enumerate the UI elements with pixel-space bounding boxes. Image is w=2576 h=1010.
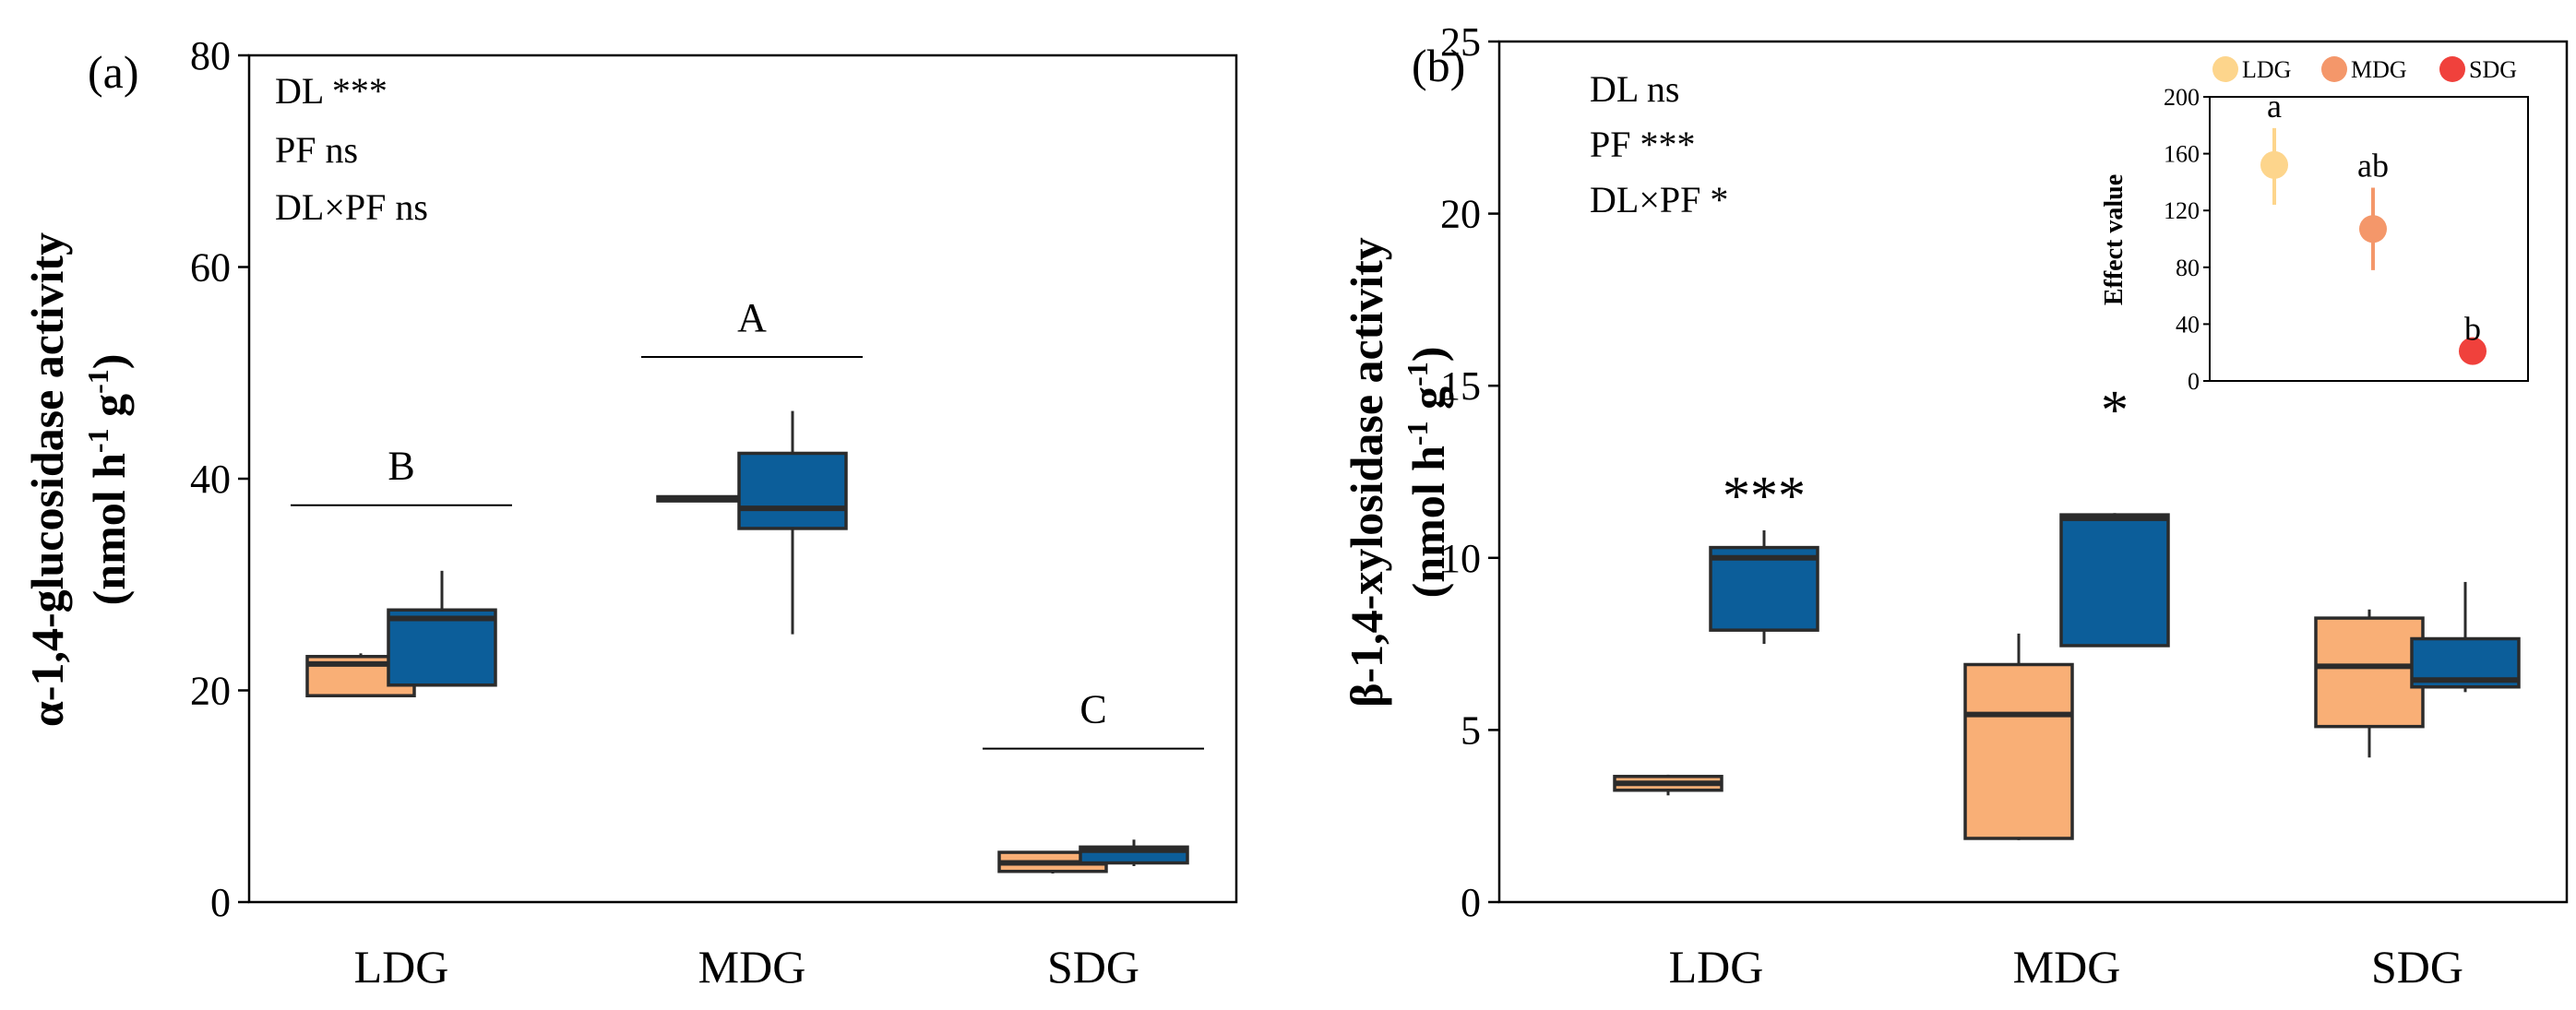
unit-superscript: -1: [81, 428, 114, 453]
legend-label: LDG: [2242, 56, 2291, 83]
box-plot: [737, 410, 848, 635]
panel-label: (b): [1412, 40, 1465, 91]
inset-letter: ab: [2357, 148, 2389, 184]
y-tick-label: 20: [1440, 192, 1481, 237]
x-category-label: LDG: [1669, 941, 1764, 992]
unit-superscript: -1: [1401, 421, 1434, 446]
stats-line: PF ns: [275, 129, 358, 171]
legend-marker: [2321, 56, 2347, 82]
box-body: [737, 451, 848, 530]
x-category-label: MDG: [2013, 941, 2121, 992]
box-body: [1709, 545, 1819, 632]
x-category-label: MDG: [698, 941, 806, 992]
y-tick-label: 60: [190, 245, 231, 291]
box-plot: [387, 570, 497, 687]
panel-a: 0 20 40 60 80 LDG MDG SDG α-1,4-glucosidase acti…: [21, 33, 1238, 992]
inset-frame: [2209, 96, 2529, 382]
group-letter: C: [1079, 687, 1106, 732]
group-letter: B: [388, 444, 414, 489]
box-plot: [2059, 513, 2170, 648]
inset-y-tick-label: 40: [2176, 311, 2200, 338]
inset-y-tick-label: 200: [2164, 84, 2200, 111]
box-body: [2314, 616, 2425, 729]
unit-text: (nmol h: [1402, 446, 1454, 599]
y-tick-label: 15: [1440, 363, 1481, 409]
box-body: [1963, 662, 2074, 840]
unit-text: g: [1402, 386, 1454, 422]
x-category-label: SDG: [1047, 941, 1139, 992]
unit-superscript: -1: [1401, 362, 1434, 386]
legend-label: MDG: [2351, 56, 2407, 83]
y-axis-unit: (nmol h-1 g-1): [1401, 347, 1454, 599]
inset-y-tick-label: 80: [2176, 255, 2200, 281]
y-tick-label: 0: [210, 880, 231, 925]
box-plot: [1079, 839, 1189, 866]
box-plot: [1709, 529, 1819, 645]
box-body: [387, 608, 497, 687]
inset-y-tick-label: 0: [2188, 368, 2200, 395]
legend-label: SDG: [2469, 56, 2517, 83]
inset-letter: a: [2267, 88, 2282, 125]
stats-line: DL×PF *: [1590, 179, 1728, 220]
inset-y-tick-label: 120: [2164, 197, 2200, 224]
box-plot: [2314, 609, 2425, 758]
panel-label: (a): [88, 46, 139, 98]
box-body: [2059, 513, 2170, 648]
inset-point: [2260, 150, 2288, 179]
inset-chart: 0 40 80 120 160 200 Effect value a ab b LDG MDG SDG: [2100, 56, 2529, 395]
inset-y-axis-label: Effect value: [2100, 174, 2129, 305]
y-tick-label: 80: [190, 33, 231, 78]
y-axis-label: β-1,4-xylosidase activity: [1341, 237, 1392, 707]
unit-text: (nmol h: [83, 453, 135, 606]
y-tick-label: 25: [1440, 19, 1481, 65]
significance-mark: *: [2101, 379, 2129, 440]
y-tick-label: 5: [1461, 707, 1481, 753]
y-tick-label: 0: [1461, 880, 1481, 925]
group-letter: A: [737, 295, 767, 340]
unit-text: g: [83, 394, 135, 429]
y-axis-unit: (nmol h-1 g-1): [81, 354, 135, 606]
inset-letter: b: [2464, 311, 2481, 348]
stats-line: DL ns: [1590, 68, 1679, 110]
plot-frame: [1497, 40, 2569, 904]
stats-line: PF ***: [1590, 124, 1696, 165]
legend-marker: [2439, 56, 2465, 82]
box-plot: [1613, 774, 1723, 796]
box-plot: [1963, 633, 2074, 840]
significance-mark: ***: [1723, 466, 1806, 527]
inset-y-tick-label: 160: [2164, 141, 2200, 168]
y-tick-label: 10: [1440, 536, 1481, 581]
unit-superscript: -1: [81, 369, 114, 394]
y-tick-label: 40: [190, 457, 231, 502]
stats-line: DL×PF ns: [275, 186, 428, 228]
x-category-label: LDG: [354, 941, 449, 992]
x-category-label: SDG: [2371, 941, 2463, 992]
panel-b: 0 5 10 15 20 25 LDG MDG SDG β-1,4-xylosidase acti…: [1341, 19, 2569, 992]
y-tick-label: 20: [190, 669, 231, 714]
inset-point: [2359, 215, 2387, 244]
stats-line: DL ***: [275, 70, 388, 112]
unit-text: ): [1402, 347, 1454, 362]
legend-marker: [2212, 56, 2238, 82]
y-axis-label: α-1,4-glucosidase activity: [21, 232, 73, 727]
inset-point: [2459, 337, 2487, 365]
box-plot: [2410, 581, 2521, 693]
unit-text: ): [83, 354, 135, 370]
